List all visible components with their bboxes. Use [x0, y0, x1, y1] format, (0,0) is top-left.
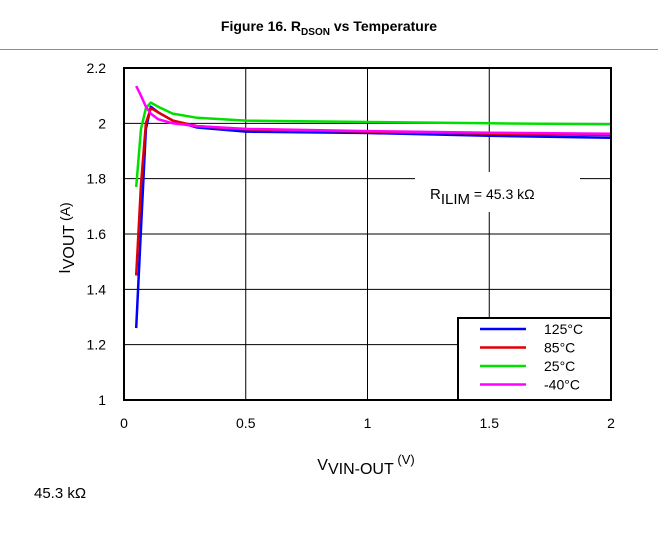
x-tick-label: 0.5 [236, 415, 256, 431]
title-rule [0, 49, 658, 50]
y-tick-label: 1.2 [87, 337, 107, 353]
x-axis-label: VVIN-OUT (V) [317, 452, 414, 478]
legend: 125°C 85°C 25°C -40°C [457, 317, 612, 401]
y-tick-labels: 1 1.2 1.4 1.6 1.8 2 2.2 [87, 60, 107, 408]
series-line [134, 101, 612, 188]
y-tick-label: 1 [98, 392, 106, 408]
y-tick-label: 1.4 [87, 281, 107, 297]
series-line [134, 105, 612, 329]
plot-frame [123, 67, 612, 401]
legend-label: -40°C [544, 377, 580, 393]
figure-title: Figure 16. RDSON vs Temperature [220, 18, 438, 38]
x-tick-label: 0 [120, 415, 128, 431]
x-tick-label: 2 [607, 415, 615, 431]
legend-label: 125°C [544, 321, 583, 337]
legend-label: 85°C [544, 340, 575, 356]
series-line [135, 85, 612, 136]
legend-box [457, 317, 612, 401]
y-tick-label: 2 [98, 115, 106, 131]
y-tick-label: 2.2 [87, 60, 107, 76]
caption-text: 45.3 kΩ [34, 485, 87, 502]
x-tick-label: 1 [364, 415, 372, 431]
y-tick-label: 1.8 [87, 171, 107, 187]
series-lines [134, 85, 612, 329]
annotation-box [415, 172, 580, 212]
x-tick-labels: 0 0.5 1 1.5 2 [120, 415, 615, 431]
legend-label: 25°C [544, 358, 575, 374]
rilim-annotation: RILIM = 45.3 kΩ [430, 186, 535, 208]
y-tick-label: 1.6 [87, 226, 107, 242]
y-axis-label: IVOUT (A) [57, 202, 78, 273]
x-tick-label: 1.5 [480, 415, 500, 431]
